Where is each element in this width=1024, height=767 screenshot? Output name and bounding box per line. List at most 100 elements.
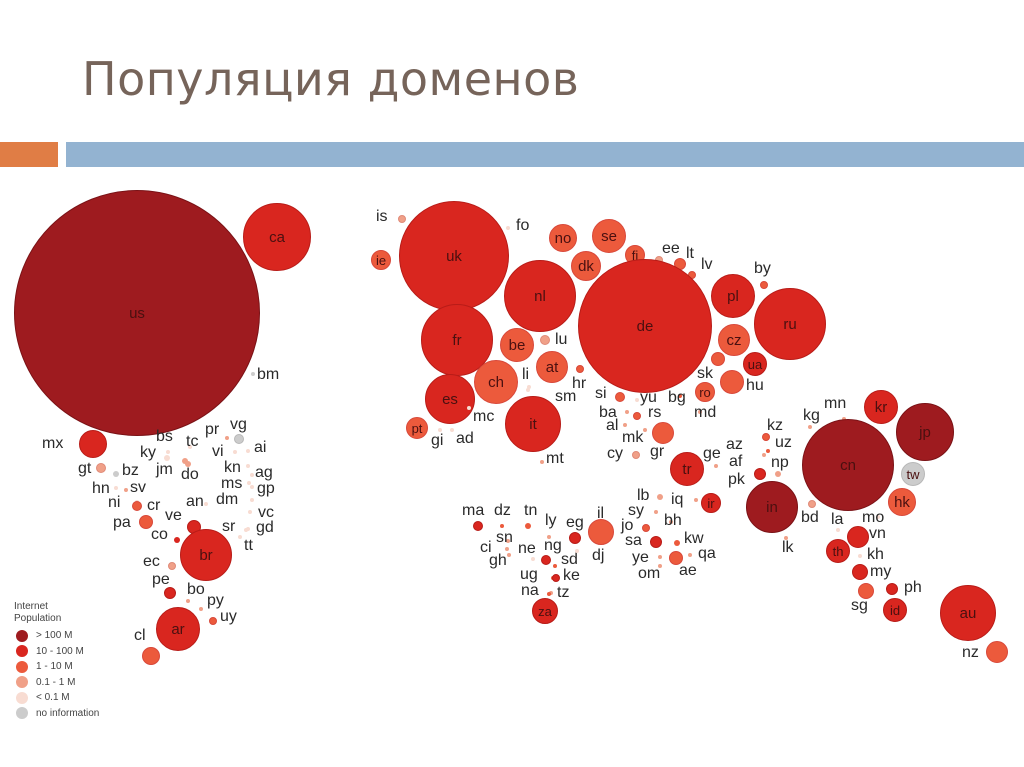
country-label: ge [703, 445, 721, 462]
legend-item: > 100 M [14, 628, 99, 644]
bubble-in: in [746, 481, 798, 533]
bubble-gt [96, 463, 106, 473]
bubble-fr: fr [421, 304, 493, 376]
bubble-id: id [883, 598, 907, 622]
bubble-ke [552, 574, 560, 582]
bubble-do [185, 461, 191, 467]
bubble-yu [635, 398, 639, 402]
bubble-label: uk [446, 247, 462, 265]
bubble-pk [754, 468, 766, 480]
country-label: na [521, 582, 539, 599]
country-label: ky [140, 444, 156, 461]
bubble-eg [569, 532, 581, 544]
bubble-cz: cz [718, 324, 750, 356]
bubble-co [174, 537, 180, 543]
bubble-my [852, 564, 868, 580]
bubble-de: de [578, 259, 712, 393]
bubble-label: th [832, 543, 844, 559]
country-label: sn [496, 529, 513, 546]
bubble-label: us [129, 304, 145, 322]
bubble-label: pt [411, 420, 423, 436]
legend-swatch-icon [16, 676, 28, 689]
country-label: gp [257, 480, 275, 497]
bubble-label: ua [747, 356, 763, 372]
country-label: li [522, 366, 530, 383]
country-label: la [831, 511, 844, 528]
bubble-za: za [532, 598, 558, 624]
country-label: az [726, 436, 743, 453]
bubble-nl: nl [504, 260, 576, 332]
bubble-om [658, 564, 662, 568]
bubble-label: nl [534, 287, 546, 305]
legend-title-line1: Internet [14, 601, 48, 612]
country-label: lv [701, 256, 713, 273]
legend-swatch-icon [16, 645, 28, 658]
bubble-at: at [536, 351, 568, 383]
country-label: mk [622, 429, 644, 446]
bubble-cy [632, 451, 640, 459]
bubble-vn [847, 526, 869, 548]
country-label: gi [431, 432, 444, 449]
country-label: gr [650, 443, 665, 460]
bubble-es: es [425, 374, 475, 424]
country-label: kw [684, 530, 704, 547]
country-label: kh [867, 546, 884, 563]
bubble-tt [238, 535, 242, 539]
country-label: ke [563, 567, 580, 584]
country-label: yu [640, 389, 657, 406]
bubble-sv [124, 488, 128, 492]
country-label: ma [462, 502, 485, 519]
country-label: tt [244, 537, 253, 554]
bubble-pl: pl [711, 274, 755, 318]
bubble-label: fr [452, 331, 462, 349]
bubble-sk [711, 352, 725, 366]
bubble-pe [164, 587, 176, 599]
bubble-dm [250, 498, 254, 502]
country-label: mn [824, 395, 847, 412]
bubble-tn [525, 523, 531, 529]
bubble-bs [166, 450, 170, 454]
bubble-ag [250, 473, 254, 477]
bubble-label: dk [578, 257, 594, 275]
bubble-br: br [180, 529, 232, 581]
bubble-label: es [442, 390, 458, 408]
bubble-rs [633, 412, 641, 420]
bubble-an [204, 502, 208, 506]
bubble-ph [886, 583, 898, 595]
country-label: gt [78, 460, 92, 477]
bubble-sm [526, 388, 530, 392]
bubble-ir: ir [701, 493, 721, 513]
bubble-ge [714, 464, 718, 468]
country-label: py [207, 592, 224, 609]
country-label: kn [224, 459, 241, 476]
country-label: sy [628, 502, 644, 519]
country-label: tc [186, 433, 199, 450]
bubble-dj [575, 549, 579, 553]
country-label: bz [122, 462, 139, 479]
bubble-kh [858, 554, 862, 558]
country-label: np [771, 454, 789, 471]
country-label: vn [869, 525, 886, 542]
bubble-lb [657, 494, 663, 500]
bubble-cl [142, 647, 160, 665]
bubble-label: de [636, 317, 654, 335]
country-label: bm [257, 366, 280, 383]
bubble-kw [674, 540, 680, 546]
bubble-ca: ca [243, 203, 311, 271]
bubble-label: it [529, 415, 537, 433]
bubble-hr [576, 365, 584, 373]
country-label: bs [156, 428, 173, 445]
bubble-vg [234, 434, 244, 444]
bubble-ie: ie [371, 250, 391, 270]
country-label: pk [728, 471, 745, 488]
bubble-cn: cn [802, 419, 894, 511]
bubble-label: tr [682, 460, 692, 478]
legend-item: 10 - 100 M [14, 644, 99, 660]
bubble-kz [762, 433, 770, 441]
bubble-py [199, 607, 203, 611]
country-label: uy [220, 608, 237, 625]
country-label: sk [697, 365, 713, 382]
country-label: tn [524, 502, 538, 519]
bubble-il [588, 519, 614, 545]
country-label: jm [156, 461, 173, 478]
